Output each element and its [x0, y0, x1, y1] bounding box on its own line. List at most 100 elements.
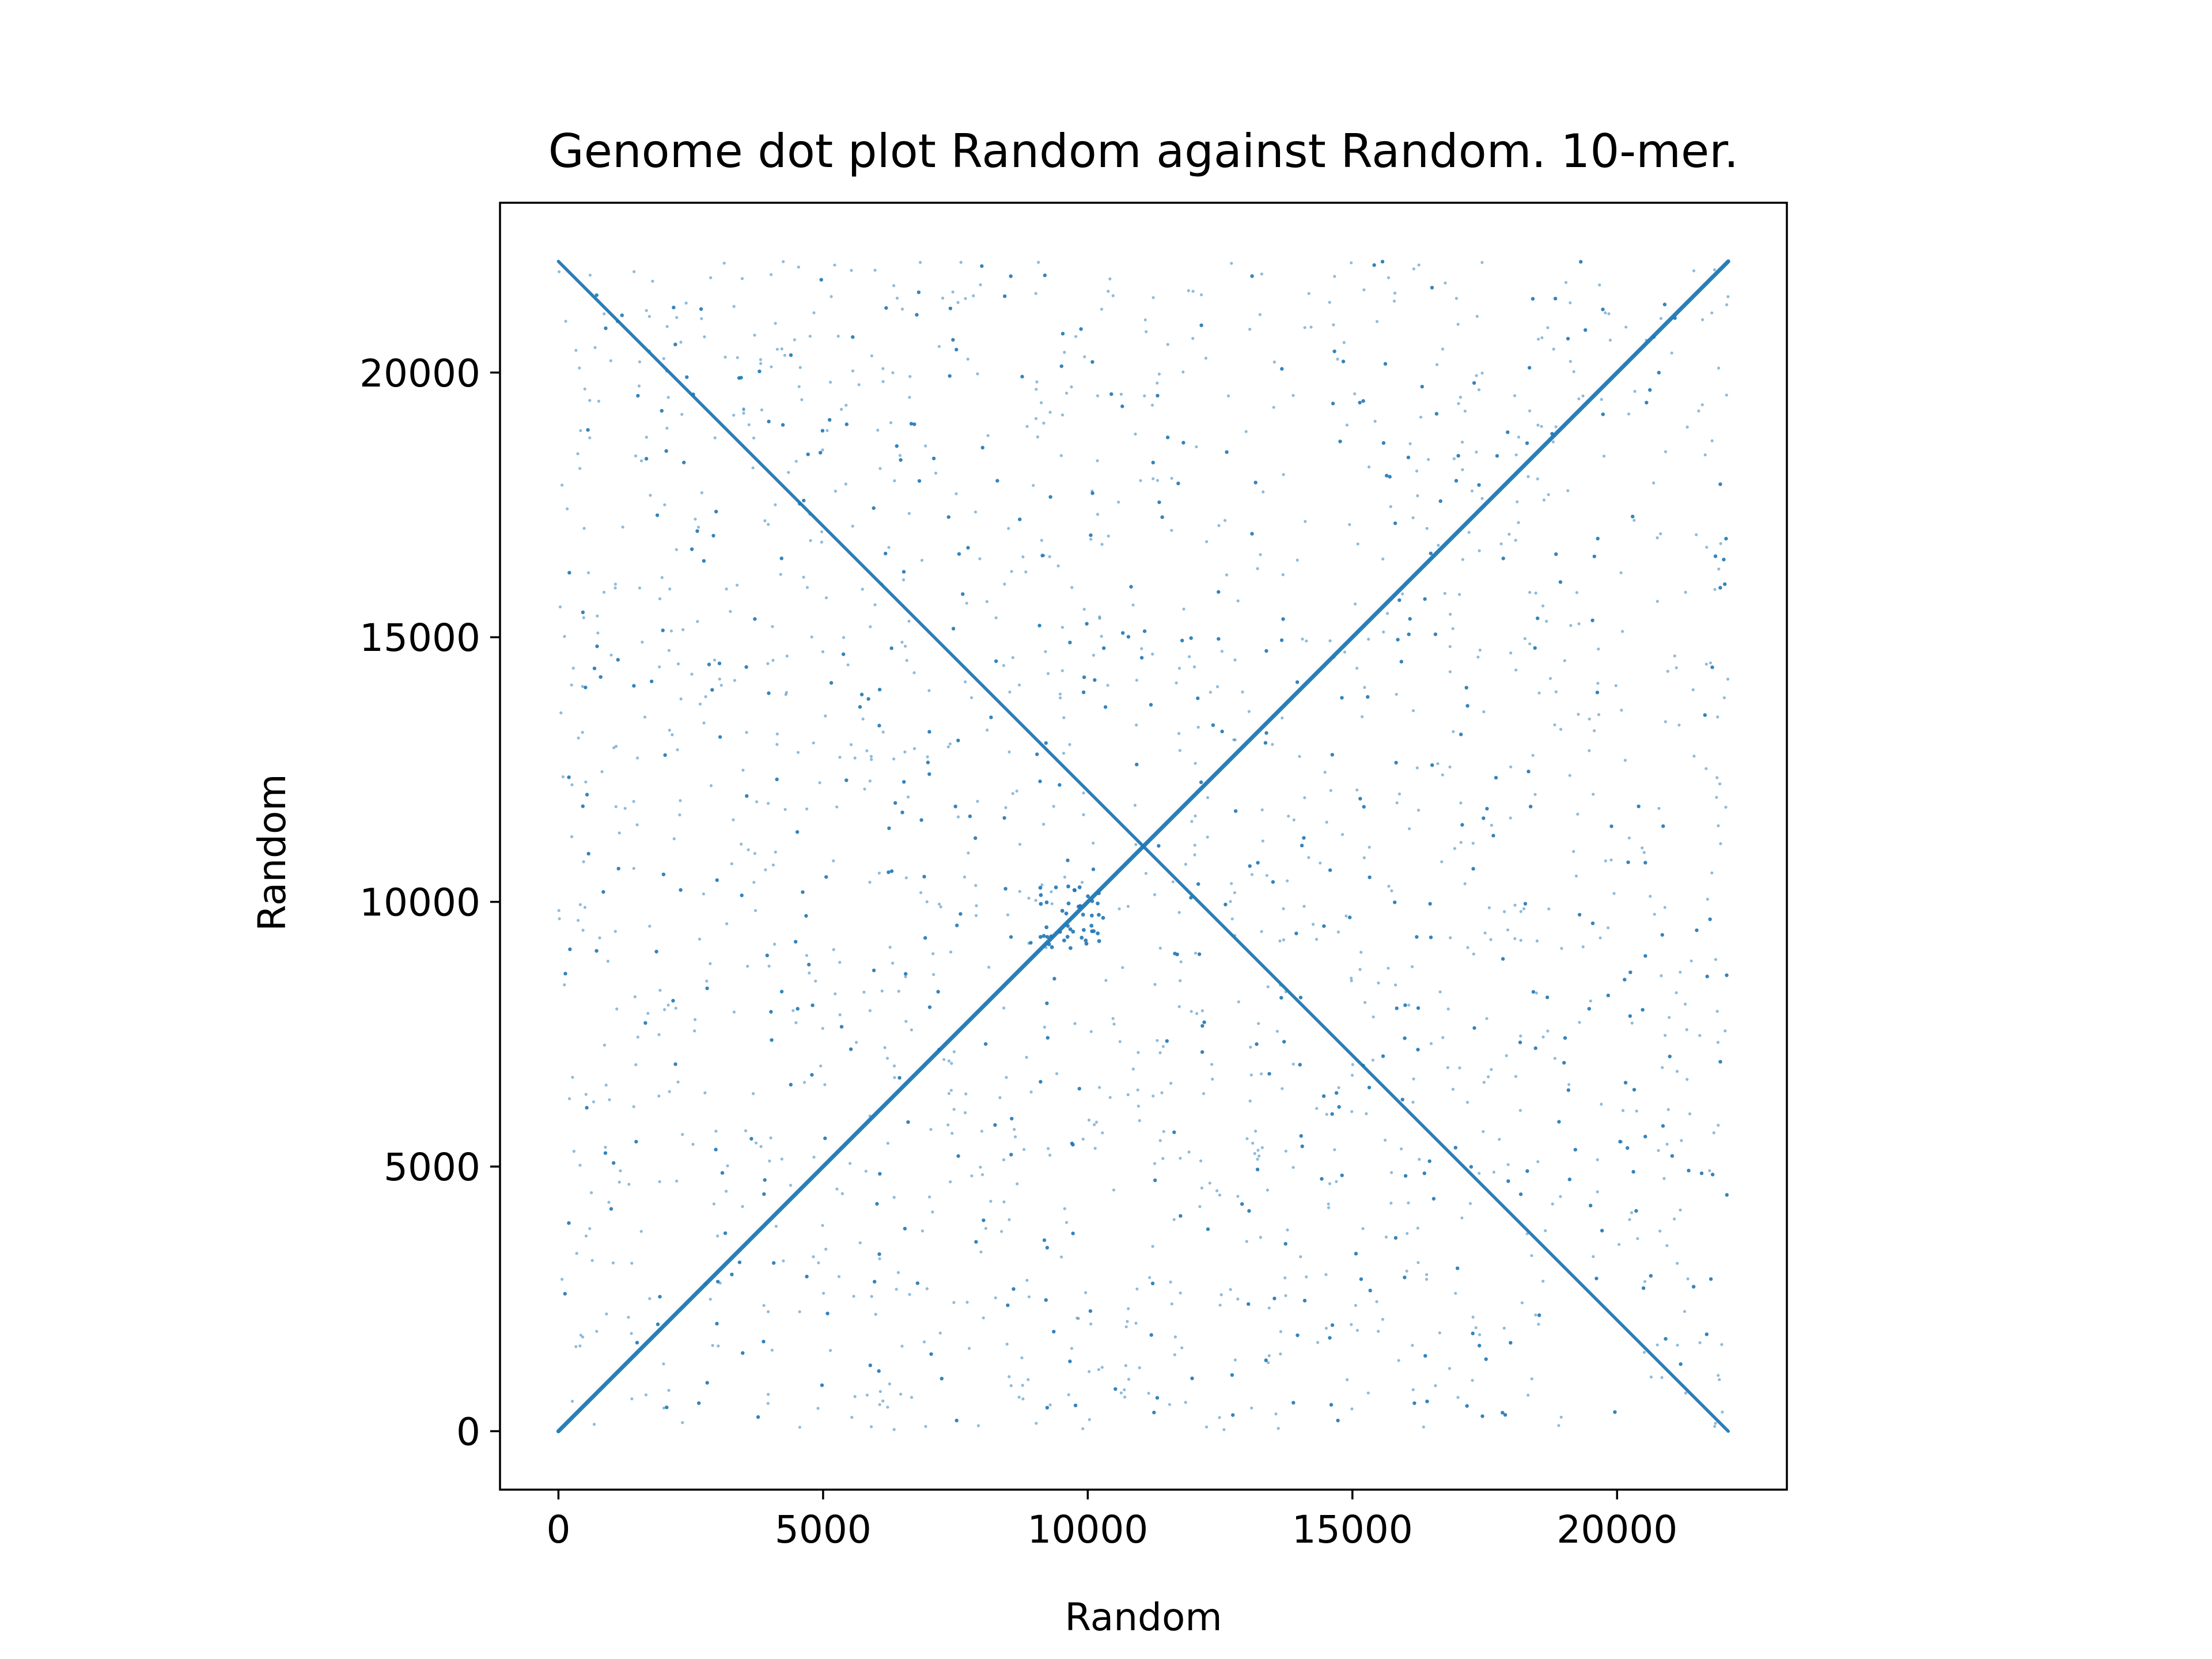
match-point [1327, 1202, 1330, 1206]
match-point [1300, 1144, 1304, 1149]
match-point [1036, 435, 1039, 439]
match-point [1046, 672, 1050, 675]
match-point [1247, 1302, 1251, 1306]
match-point [741, 768, 745, 772]
match-point [715, 878, 719, 882]
match-point [820, 540, 823, 544]
match-point [1461, 558, 1464, 561]
match-point [985, 600, 988, 603]
match-point [1505, 1054, 1508, 1058]
match-point [1509, 816, 1512, 820]
match-point [1230, 882, 1233, 885]
match-point [1340, 833, 1344, 836]
match-point [832, 859, 835, 862]
match-point [840, 1192, 844, 1195]
cluster-point [1077, 885, 1082, 889]
match-point [1220, 729, 1224, 734]
match-point [746, 964, 749, 968]
match-point [1010, 1116, 1014, 1121]
match-point [1002, 1158, 1006, 1161]
match-point [1170, 1302, 1173, 1306]
match-point [905, 658, 908, 662]
match-point [1157, 500, 1161, 505]
match-point [1093, 1123, 1096, 1127]
match-point [716, 1234, 719, 1238]
match-point [1397, 1359, 1400, 1362]
match-point [1518, 1192, 1523, 1196]
match-point [1316, 1340, 1320, 1344]
match-point [1411, 709, 1415, 713]
match-point [1358, 400, 1362, 405]
cluster-point [1044, 925, 1049, 930]
match-point [1700, 403, 1704, 407]
match-point [892, 1428, 896, 1431]
match-point [1237, 1000, 1240, 1003]
match-point [732, 818, 735, 821]
match-point [850, 268, 853, 272]
match-point [1405, 1270, 1408, 1273]
match-point [821, 448, 824, 452]
match-point [1332, 323, 1335, 327]
match-point [1673, 1217, 1676, 1221]
match-point [1088, 1370, 1091, 1373]
match-point [1027, 1295, 1031, 1298]
match-point [1478, 1343, 1482, 1348]
match-point [676, 1080, 680, 1084]
match-point [1685, 1078, 1689, 1081]
match-point [578, 366, 581, 370]
match-point [785, 654, 789, 658]
match-point [1541, 604, 1545, 608]
match-point [876, 429, 880, 432]
match-point [886, 1406, 889, 1409]
match-point [636, 756, 639, 760]
match-point [1354, 1304, 1357, 1307]
match-point [1096, 459, 1099, 463]
match-point [1503, 910, 1506, 914]
match-point [789, 353, 793, 357]
match-point [1044, 650, 1047, 653]
match-point [1381, 1317, 1384, 1321]
match-point [1009, 935, 1013, 939]
match-point [912, 422, 916, 426]
match-point [1278, 939, 1282, 943]
match-point [718, 735, 722, 739]
match-point [1471, 1315, 1475, 1319]
match-point [596, 631, 600, 635]
match-point [1231, 1413, 1235, 1417]
match-point [1362, 805, 1366, 809]
match-point [1501, 556, 1505, 560]
match-point [594, 949, 599, 953]
match-point [1566, 489, 1570, 493]
match-point [615, 1007, 619, 1011]
match-point [1523, 902, 1528, 906]
match-point [1553, 723, 1556, 726]
match-point [1559, 728, 1563, 731]
match-point [753, 852, 756, 855]
match-point [1408, 827, 1411, 831]
match-point [1093, 1146, 1097, 1150]
match-point [820, 530, 824, 533]
match-point [795, 830, 800, 834]
match-point [673, 1062, 677, 1066]
match-point [1501, 1411, 1505, 1415]
match-point [1363, 685, 1366, 689]
match-point [756, 1415, 760, 1419]
match-point [749, 1137, 753, 1141]
match-point [694, 517, 697, 521]
match-point [952, 1301, 956, 1304]
match-point [1592, 1255, 1595, 1258]
match-point [1151, 652, 1154, 656]
match-point [1280, 367, 1284, 371]
match-point [1038, 779, 1042, 783]
match-point [955, 1418, 959, 1423]
match-point [1416, 808, 1421, 812]
match-point [1478, 1172, 1481, 1175]
match-point [1091, 867, 1096, 872]
match-point [649, 494, 652, 497]
match-point [648, 925, 652, 928]
match-point [618, 831, 621, 835]
match-point [1097, 1368, 1100, 1372]
y-tick-label: 15000 [359, 616, 480, 660]
match-point [1714, 958, 1717, 961]
match-point [1050, 902, 1054, 906]
